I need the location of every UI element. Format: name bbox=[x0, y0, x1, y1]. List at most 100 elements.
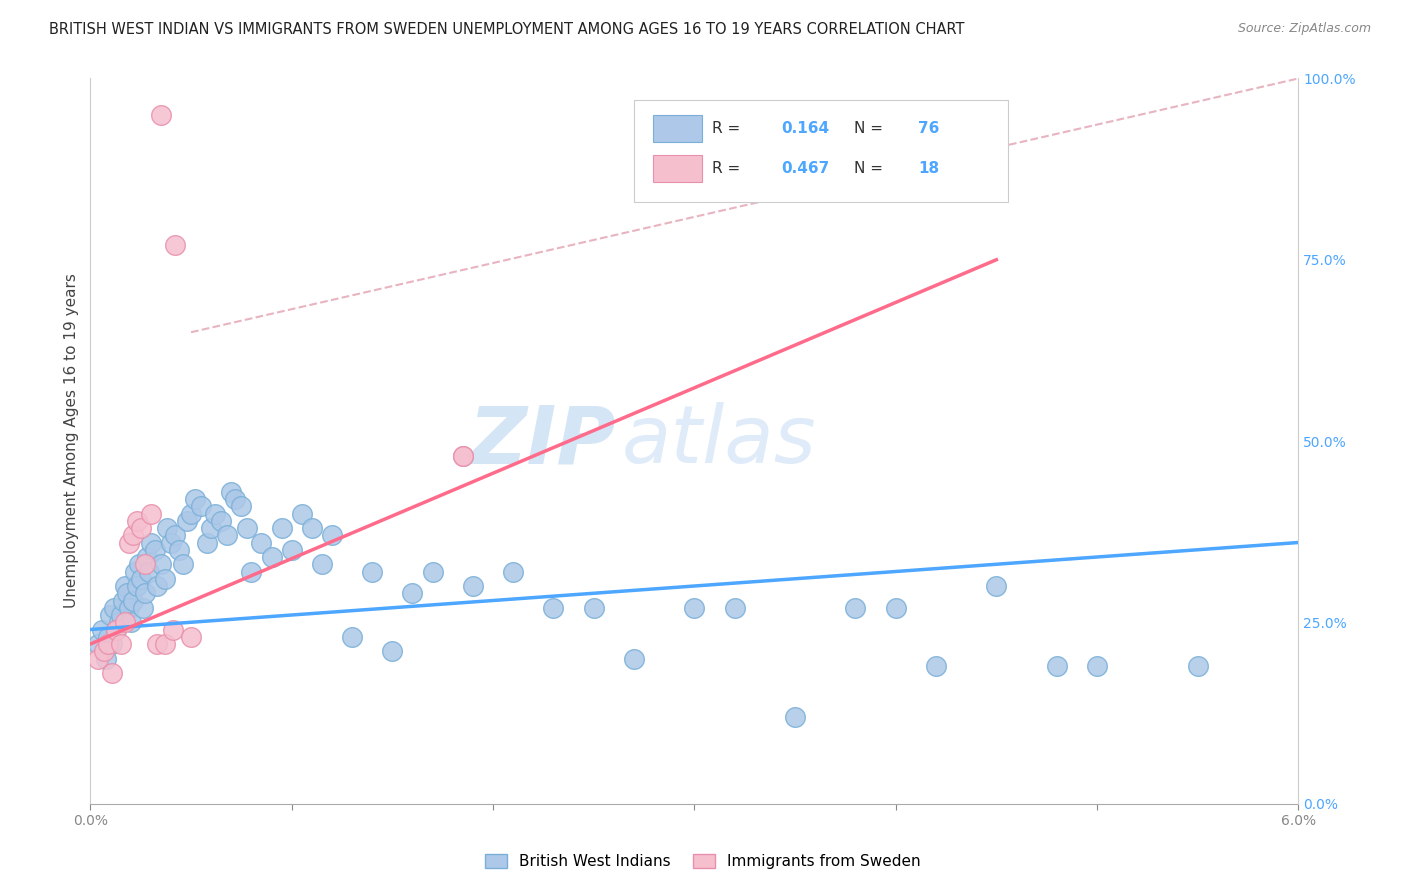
Text: 0.164: 0.164 bbox=[782, 121, 830, 136]
Point bbox=[117, 535, 139, 549]
Point bbox=[291, 507, 314, 521]
Point bbox=[131, 600, 153, 615]
Point bbox=[121, 528, 143, 542]
Point bbox=[270, 521, 292, 535]
Point bbox=[101, 666, 124, 681]
Point bbox=[145, 579, 167, 593]
Point bbox=[139, 535, 162, 549]
Text: 0.467: 0.467 bbox=[782, 161, 830, 176]
Point bbox=[96, 651, 118, 665]
Point bbox=[117, 600, 139, 615]
Point bbox=[124, 565, 146, 579]
FancyBboxPatch shape bbox=[654, 115, 702, 143]
Point bbox=[311, 558, 333, 572]
Point bbox=[105, 623, 128, 637]
Point bbox=[623, 651, 645, 665]
Point bbox=[115, 586, 138, 600]
Point bbox=[114, 615, 136, 630]
Point bbox=[101, 637, 124, 651]
Point bbox=[543, 600, 565, 615]
Point bbox=[209, 514, 232, 528]
Text: Source: ZipAtlas.com: Source: ZipAtlas.com bbox=[1237, 22, 1371, 36]
Point bbox=[176, 514, 198, 528]
Point bbox=[97, 630, 120, 644]
Point bbox=[200, 521, 222, 535]
Text: atlas: atlas bbox=[621, 402, 817, 480]
Text: ZIP: ZIP bbox=[468, 402, 616, 480]
FancyBboxPatch shape bbox=[634, 100, 1008, 202]
Point bbox=[145, 637, 167, 651]
Point bbox=[156, 521, 179, 535]
Point bbox=[125, 579, 148, 593]
Point bbox=[128, 558, 150, 572]
Point bbox=[224, 491, 246, 506]
Point bbox=[160, 535, 183, 549]
Point bbox=[280, 542, 302, 557]
Point bbox=[361, 565, 384, 579]
Point bbox=[219, 484, 242, 499]
Point bbox=[401, 586, 423, 600]
Point bbox=[172, 558, 194, 572]
Point bbox=[381, 644, 404, 658]
Point bbox=[190, 500, 212, 514]
Point bbox=[451, 449, 474, 463]
Point bbox=[110, 637, 132, 651]
Point bbox=[149, 558, 172, 572]
Point bbox=[422, 565, 444, 579]
Point bbox=[451, 449, 474, 463]
Point bbox=[134, 558, 156, 572]
Point bbox=[231, 500, 253, 514]
Point bbox=[582, 600, 605, 615]
Point bbox=[163, 238, 186, 252]
Point bbox=[153, 572, 176, 586]
Point bbox=[149, 108, 172, 122]
FancyBboxPatch shape bbox=[654, 155, 702, 182]
Point bbox=[114, 579, 136, 593]
Point bbox=[1085, 658, 1108, 673]
Point bbox=[134, 586, 156, 600]
Text: R =: R = bbox=[713, 161, 745, 176]
Point bbox=[162, 623, 184, 637]
Text: 18: 18 bbox=[918, 161, 939, 176]
Point bbox=[111, 593, 134, 607]
Point bbox=[105, 623, 128, 637]
Point bbox=[129, 572, 152, 586]
Point bbox=[103, 600, 125, 615]
Point bbox=[236, 521, 259, 535]
Point bbox=[783, 709, 806, 723]
Point bbox=[180, 630, 202, 644]
Point bbox=[138, 565, 160, 579]
Y-axis label: Unemployment Among Ages 16 to 19 years: Unemployment Among Ages 16 to 19 years bbox=[65, 274, 79, 608]
Point bbox=[250, 535, 273, 549]
Point bbox=[340, 630, 363, 644]
Point bbox=[240, 565, 263, 579]
Point bbox=[129, 521, 152, 535]
Point bbox=[120, 615, 142, 630]
Point bbox=[87, 651, 110, 665]
Point bbox=[135, 549, 157, 564]
Point bbox=[167, 542, 190, 557]
Point bbox=[87, 637, 110, 651]
Point bbox=[97, 637, 120, 651]
Point bbox=[217, 528, 239, 542]
Point bbox=[260, 549, 283, 564]
Point bbox=[153, 637, 176, 651]
Point bbox=[180, 507, 202, 521]
Point bbox=[884, 600, 907, 615]
Point bbox=[184, 491, 207, 506]
Point bbox=[107, 615, 129, 630]
Text: N =: N = bbox=[853, 121, 887, 136]
Legend: British West Indians, Immigrants from Sweden: British West Indians, Immigrants from Sw… bbox=[479, 847, 927, 875]
Text: 76: 76 bbox=[918, 121, 939, 136]
Text: R =: R = bbox=[713, 121, 745, 136]
Text: BRITISH WEST INDIAN VS IMMIGRANTS FROM SWEDEN UNEMPLOYMENT AMONG AGES 16 TO 19 Y: BRITISH WEST INDIAN VS IMMIGRANTS FROM S… bbox=[49, 22, 965, 37]
Point bbox=[1046, 658, 1069, 673]
Point bbox=[1187, 658, 1209, 673]
Point bbox=[195, 535, 218, 549]
Point bbox=[91, 623, 114, 637]
Point bbox=[163, 528, 186, 542]
Point bbox=[100, 607, 122, 622]
Point bbox=[502, 565, 524, 579]
Point bbox=[683, 600, 706, 615]
Point bbox=[301, 521, 323, 535]
